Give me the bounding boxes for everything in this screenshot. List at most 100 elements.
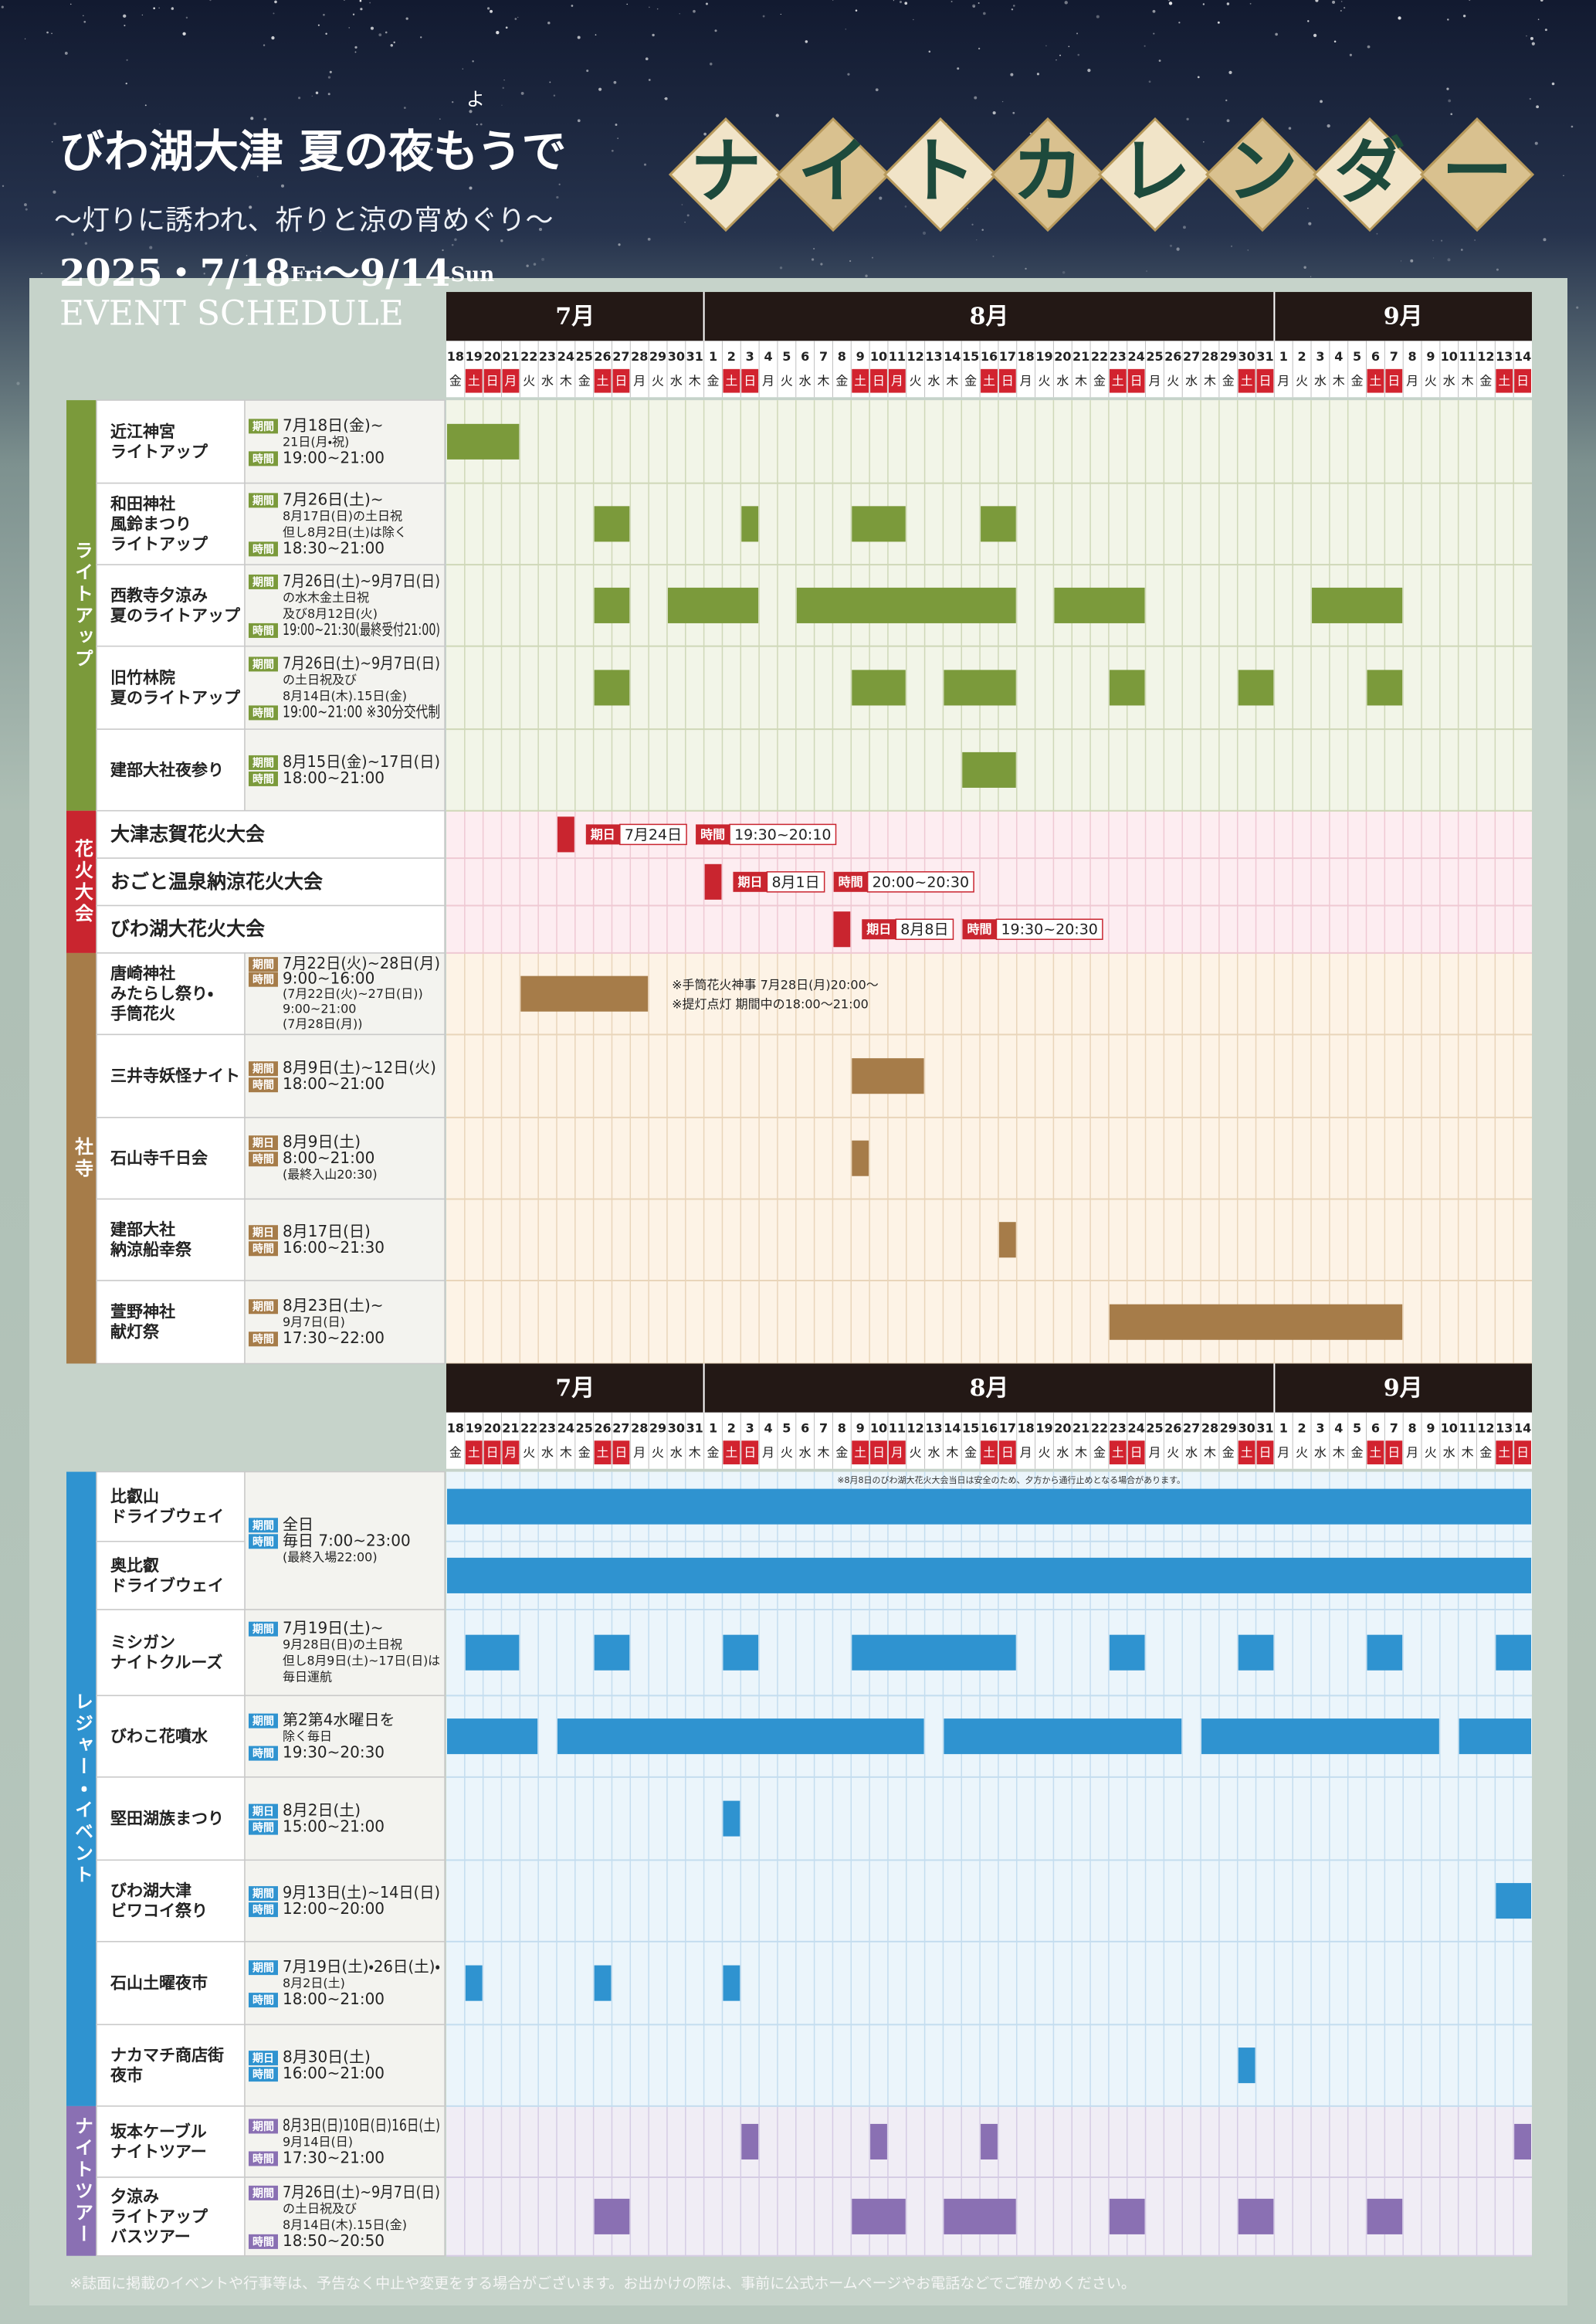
star [185,16,188,19]
day-number: 2 [727,349,736,364]
weekday: 土 [854,374,866,388]
star [1432,239,1434,242]
info-tag [249,755,278,770]
info-text: (7月28日(月)) [283,1016,363,1031]
weekday: 火 [910,1445,922,1460]
weekday: 土 [468,1445,480,1460]
weekday: 金 [1222,1445,1235,1460]
weekday: 水 [670,1445,683,1460]
day-number: 21 [502,349,519,364]
star [526,264,529,267]
day-number: 17 [999,349,1016,364]
name-cell [96,1471,246,1542]
info-box [729,823,837,846]
star [390,44,394,47]
info-tag [249,451,278,466]
holiday-cell [1514,368,1531,393]
event-bar [1238,2047,1255,2084]
info-text: 18:00~21:00 [283,768,385,787]
day-number: 18 [1018,1420,1035,1435]
info-tag-label: 時間 [252,2235,274,2248]
info-text: 8月23日(土)~ [283,1296,384,1315]
star [849,260,852,263]
star [556,195,559,199]
day-number: 5 [782,1420,791,1435]
info-tag-label: 期間 [252,1888,274,1901]
star [617,137,619,139]
calendar-title-char: ナ [690,130,761,213]
event-name: ビワコイ祭り [110,1902,208,1920]
info-text: 9月7日(日) [283,1315,345,1329]
section-label: レジャー・イベント [72,1691,93,1886]
holiday-cell [465,368,483,393]
info-text: の土日祝及び [283,2201,357,2216]
calendar-title-char: ー [1442,130,1513,213]
info-box [619,823,687,846]
info-tag-label: 時間 [252,1243,274,1256]
info-tag-label: 時間 [252,1747,274,1760]
star [992,111,996,115]
holiday-cell [1385,1440,1403,1464]
star [577,119,581,123]
weekday: 月 [504,374,517,388]
star [1197,76,1200,79]
info-tag-label: 時間 [252,1153,274,1166]
info-tag [249,493,278,508]
info-tag [249,1902,278,1918]
event-bar [852,506,906,542]
info-tag-label: 時間 [252,543,274,556]
info-tag [249,1332,278,1347]
star [1228,70,1232,74]
holiday-cell [1127,1440,1145,1464]
event-name: ドライブウェイ [110,1508,224,1526]
weekday: 日 [486,1445,499,1460]
star [904,2,908,5]
star [53,122,56,125]
info-tag-label: 期間 [252,1963,274,1975]
info-tag [249,2067,278,2082]
info-text: 18:00~21:00 [283,1990,385,2008]
star [595,34,597,36]
holiday-cell [1496,368,1513,393]
info-text: 19:30~20:30 [1001,921,1097,938]
name-cell [96,728,246,812]
weekday: 日 [744,1445,756,1460]
info-tag [249,1518,278,1533]
info-tag-label: 時間 [252,707,274,720]
star [950,1,953,2]
event-bar [1496,1634,1531,1671]
event-bar [981,2123,998,2159]
weekday: 水 [541,1445,554,1460]
star [469,186,473,190]
event-name: 夜市 [110,2066,143,2085]
event-bar [1201,1718,1439,1755]
weekday: 金 [578,1445,591,1460]
info-tag [733,871,768,892]
star [352,225,354,227]
star [893,0,895,2]
day-number: 19 [1035,349,1052,364]
weekday: 火 [1167,374,1179,388]
event-name: ナイトツアー [110,2142,207,2161]
star [1576,306,1579,309]
weekday: 水 [799,374,812,388]
event-name: 夏のライトアップ [110,606,241,625]
day-number: 7 [819,1420,828,1435]
star [256,175,259,178]
day-number: 20 [483,349,500,364]
info-text: (7月22日(火)~27日(日)) [283,986,423,1001]
weekday: 日 [873,1445,885,1460]
star [348,27,351,29]
info-cell [244,564,446,647]
day-number: 7 [1390,1420,1398,1435]
info-tag [249,1534,278,1549]
event-bar [852,1634,1016,1671]
star [538,228,543,232]
star [820,263,823,266]
star [1327,124,1330,128]
calendar-title-char: ト [905,130,976,213]
weekday: 木 [818,374,830,388]
day-number: 2 [727,1420,736,1435]
day-number: 3 [1316,1420,1324,1435]
